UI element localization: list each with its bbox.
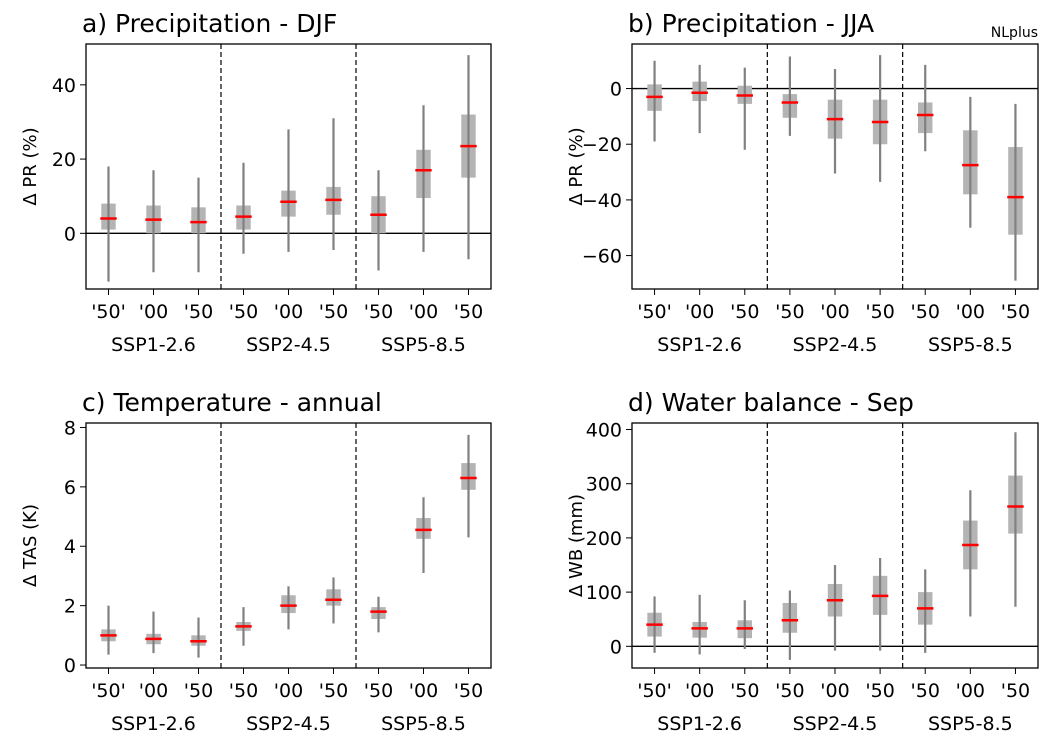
- y-axis-label: Δ PR (%): [566, 127, 587, 205]
- y-tick-label: 0: [64, 655, 76, 677]
- x-tick-label: '50': [637, 301, 672, 323]
- y-tick-label: 0: [64, 223, 76, 245]
- group-label: SSP2-4.5: [246, 334, 331, 356]
- x-tick-label: '00: [820, 301, 849, 323]
- group-label: SSP2-4.5: [793, 334, 878, 356]
- x-tick-label: '50: [319, 680, 348, 702]
- x-tick-label: '50: [1001, 680, 1030, 702]
- x-tick-label: '50: [229, 680, 258, 702]
- x-tick-label: '50: [730, 301, 759, 323]
- group-label: SSP5-8.5: [381, 713, 466, 735]
- x-tick-label: '50': [91, 680, 126, 702]
- y-tick-label: 300: [586, 474, 622, 496]
- chart-title: c) Temperature - annual: [82, 388, 382, 417]
- plot-frame: [85, 422, 492, 669]
- y-tick-label: 100: [586, 582, 622, 604]
- x-tick-label: '50: [865, 680, 894, 702]
- x-tick-label: '00: [409, 680, 438, 702]
- y-tick-label: 2: [64, 596, 76, 618]
- group-label: SSP5-8.5: [381, 334, 466, 356]
- y-axis-label: Δ PR (%): [20, 127, 41, 205]
- x-tick-label: '00: [139, 680, 168, 702]
- chart-title: a) Precipitation - DJF: [82, 9, 337, 38]
- group-label: SSP5-8.5: [928, 334, 1013, 356]
- x-tick-label: '50: [184, 680, 213, 702]
- y-tick-label: 4: [64, 536, 76, 558]
- y-tick-label: 6: [64, 477, 76, 499]
- x-tick-label: '50: [911, 680, 940, 702]
- x-tick-label: '00: [685, 680, 714, 702]
- group-label: SSP1-2.6: [111, 713, 196, 735]
- y-tick-label: −60: [582, 246, 622, 268]
- x-tick-label: '00: [956, 301, 985, 323]
- panel-d: d) Water balance - Sep Δ WB (mm) 0 100 200 30…: [566, 388, 1039, 735]
- group-label: SSP2-4.5: [793, 713, 878, 735]
- x-tick-label: '50: [911, 301, 940, 323]
- x-tick-label: '50: [454, 301, 483, 323]
- x-tick-label: '50: [775, 301, 804, 323]
- x-tick-label: '50': [91, 301, 126, 323]
- x-tick-label: '00: [820, 680, 849, 702]
- y-tick-label: 20: [52, 149, 76, 171]
- x-tick-label: '50: [319, 301, 348, 323]
- x-tick-label: '00: [139, 301, 168, 323]
- group-label: SSP1-2.6: [657, 713, 742, 735]
- x-tick-label: '50: [184, 301, 213, 323]
- x-tick-label: '50: [1001, 301, 1030, 323]
- panel-b: b) Precipitation - JJA Δ PR (%) 0 −20 −40 −60…: [566, 9, 1039, 356]
- y-tick-label: 200: [586, 528, 622, 550]
- y-tick-label: 0: [610, 79, 622, 101]
- y-tick-label: 40: [52, 75, 76, 97]
- x-tick-label: '00: [685, 301, 714, 323]
- panel-a: a) Precipitation - DJF Δ PR (%) 0 20 40 '50' '…: [20, 9, 492, 356]
- x-tick-label: '50: [229, 301, 258, 323]
- y-axis-label: Δ WB (mm): [566, 494, 587, 597]
- y-tick-label: 8: [64, 417, 76, 439]
- y-tick-label: −40: [582, 190, 622, 212]
- group-label: SSP1-2.6: [657, 334, 742, 356]
- x-tick-label: '50: [364, 680, 393, 702]
- chart-title: d) Water balance - Sep: [628, 388, 914, 417]
- group-label: SSP2-4.5: [246, 713, 331, 735]
- x-tick-label: '00: [956, 680, 985, 702]
- x-tick-label: '50: [364, 301, 393, 323]
- x-tick-label: '50: [775, 680, 804, 702]
- panel-c: c) Temperature - annual Δ TAS (K) 0 2 4 6 8 '50…: [20, 388, 492, 735]
- y-tick-label: 400: [586, 420, 622, 442]
- group-label: SSP1-2.6: [111, 334, 196, 356]
- y-tick-label: 0: [610, 636, 622, 658]
- x-tick-label: '50': [637, 680, 672, 702]
- x-tick-label: '50: [730, 680, 759, 702]
- x-tick-label: '00: [274, 680, 303, 702]
- figure-note: NLplus: [991, 25, 1038, 41]
- y-axis-label: Δ TAS (K): [20, 504, 41, 587]
- x-tick-label: '00: [274, 301, 303, 323]
- group-label: SSP5-8.5: [928, 713, 1013, 735]
- x-tick-label: '50: [454, 680, 483, 702]
- x-tick-label: '50: [865, 301, 894, 323]
- x-tick-label: '00: [409, 301, 438, 323]
- chart-title: b) Precipitation - JJA: [628, 9, 874, 38]
- y-tick-label: −20: [582, 134, 622, 156]
